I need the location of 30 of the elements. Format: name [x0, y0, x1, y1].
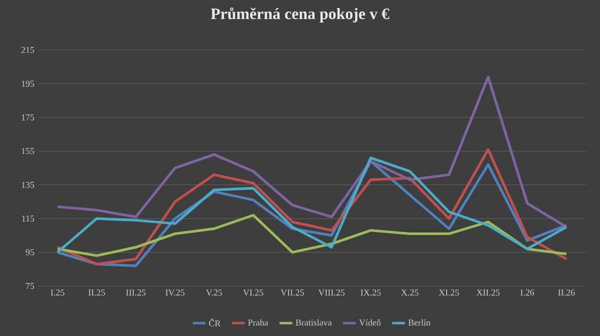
- x-tick-label: VIII.25: [318, 290, 345, 296]
- line-series: [56, 214, 568, 257]
- x-tick-label: II.25: [88, 290, 105, 296]
- legend-label: ČR: [209, 318, 221, 326]
- x-tick-label: XI.25: [438, 290, 459, 296]
- x-tick-label: V.25: [206, 290, 222, 296]
- x-tick-label: I.25: [50, 290, 64, 296]
- y-tick-label: 215: [21, 46, 34, 54]
- x-tick-label: IX.25: [360, 290, 381, 296]
- y-tick-label: 115: [22, 216, 34, 222]
- x-tick-label: XII.25: [476, 290, 500, 296]
- y-tick-label: 95: [26, 249, 34, 256]
- legend-label: Bratislava: [296, 319, 332, 326]
- y-tick-label: 75: [26, 283, 34, 289]
- chart-title: Průměrná cena pokoje v €: [210, 8, 390, 22]
- legend-label: Vídeň: [359, 319, 381, 326]
- x-tick-label: VII.25: [280, 290, 304, 296]
- legend-label: Berlín: [408, 319, 430, 326]
- y-tick-label: 175: [22, 114, 34, 120]
- x-tick-label: VI.25: [243, 290, 264, 296]
- legend-label: Praha: [248, 319, 268, 326]
- x-tick-label: IV.25: [166, 290, 184, 296]
- line-series: [56, 76, 568, 228]
- x-tick-label: III.25: [126, 290, 146, 296]
- x-tick-label: I.26: [520, 290, 534, 296]
- x-tick-label: II.26: [558, 290, 575, 296]
- y-tick-label: 155: [22, 148, 34, 154]
- y-tick-label: 135: [22, 182, 34, 188]
- y-tick-label: 195: [22, 80, 34, 87]
- x-tick-label: X.25: [401, 290, 418, 296]
